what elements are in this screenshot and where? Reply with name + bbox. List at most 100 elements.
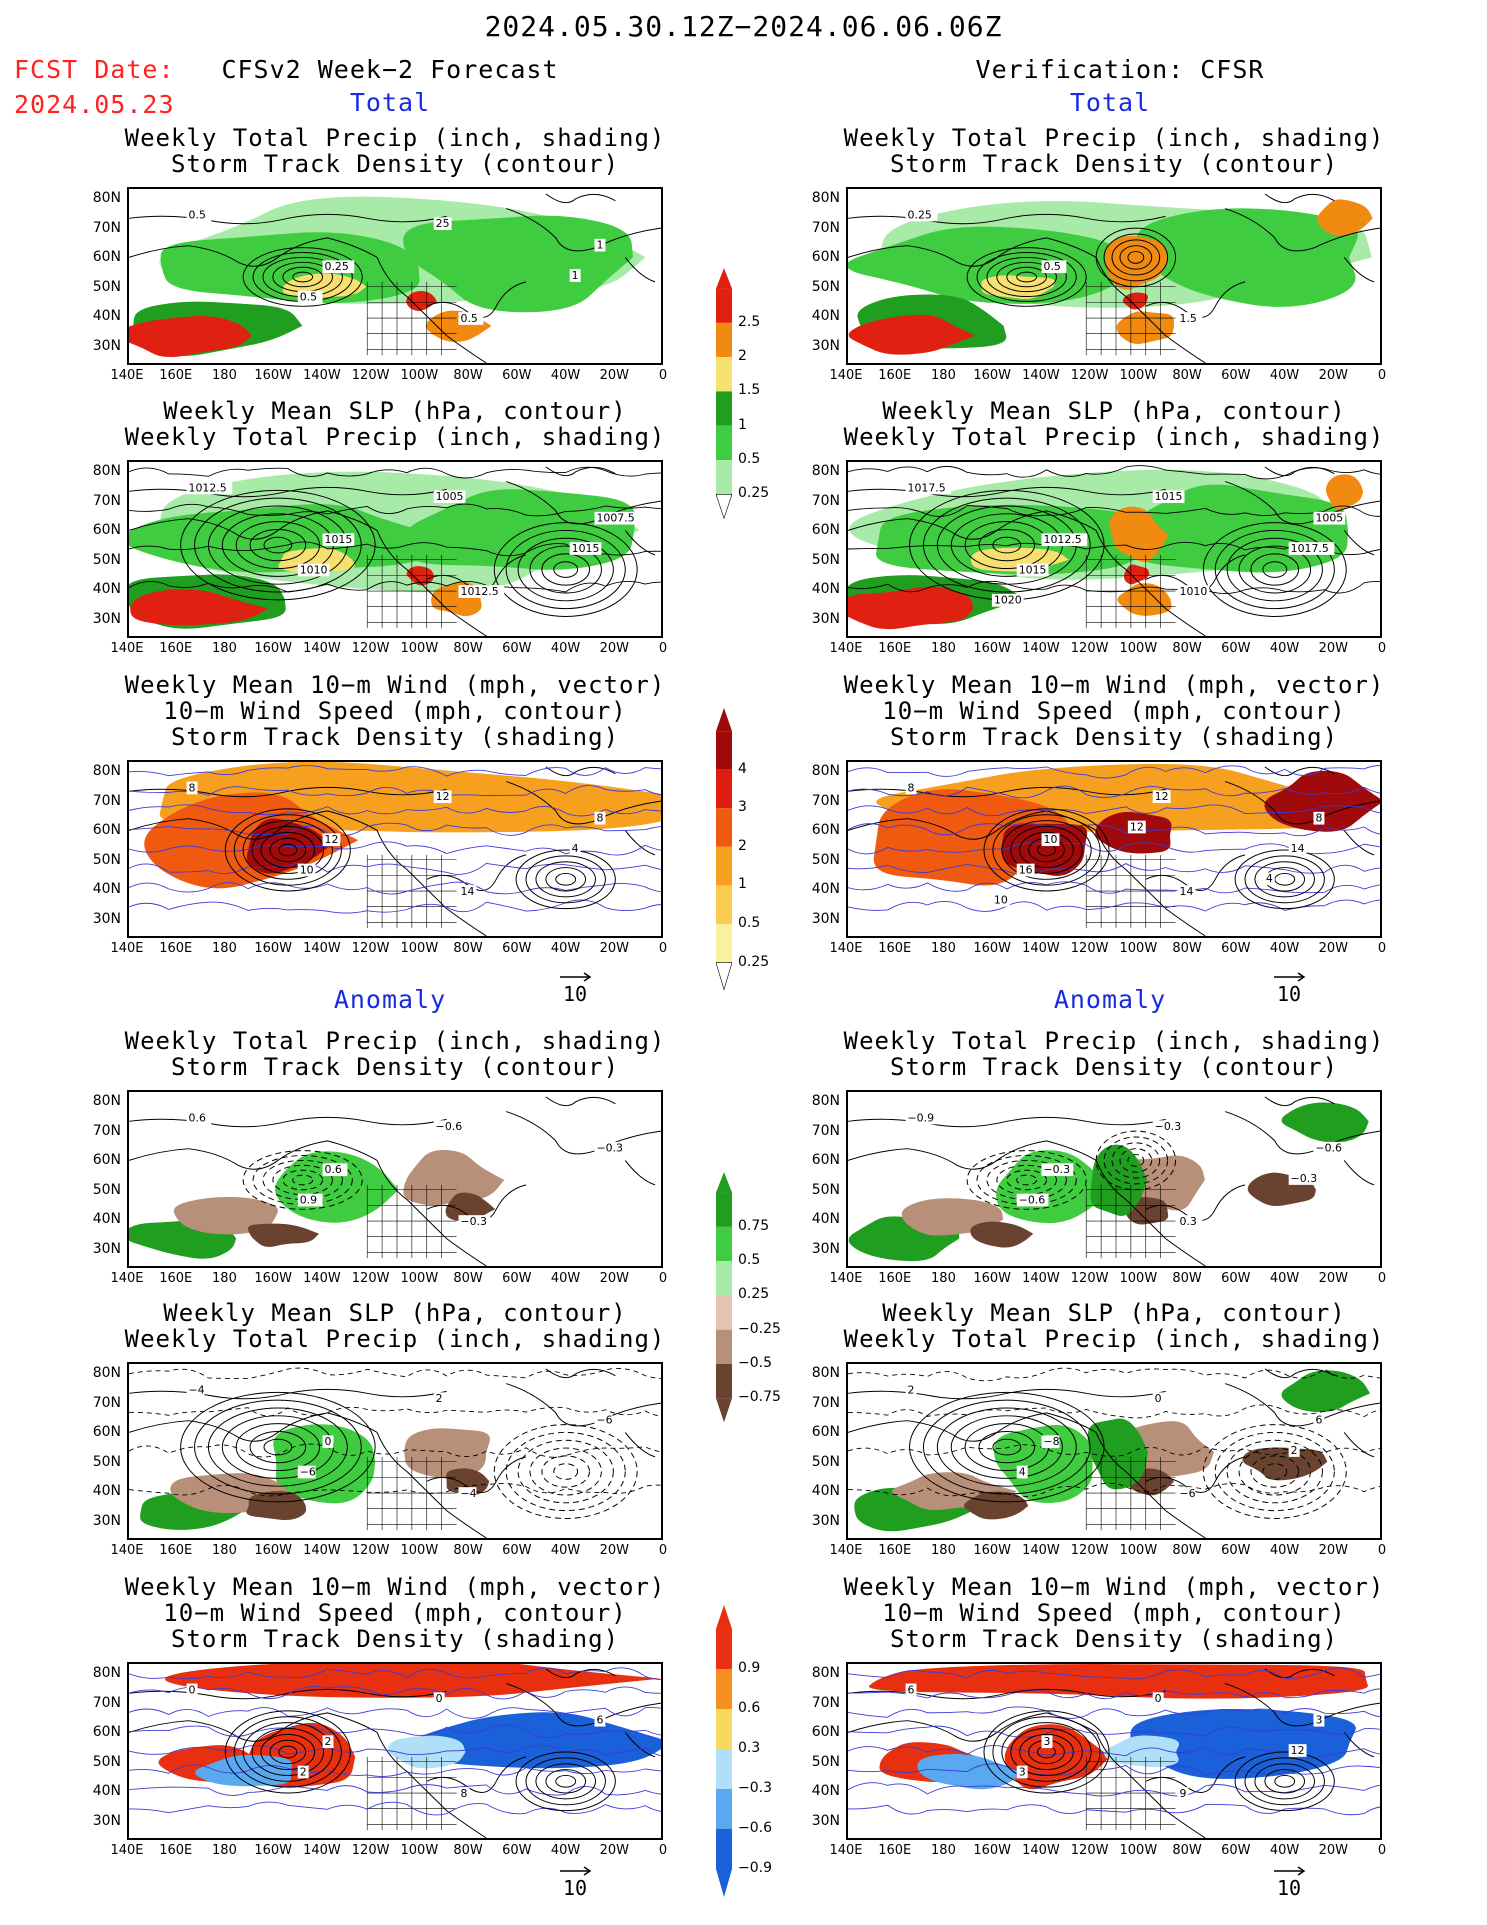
contour-label: 25 xyxy=(436,217,450,230)
colorbar-label: 0.75 xyxy=(738,1217,770,1234)
lon-tick-label: 120W xyxy=(1070,368,1109,383)
lat-tick-label: 50N xyxy=(92,851,121,868)
contour-label: 8 xyxy=(1315,812,1322,825)
lon-tick-label: 120W xyxy=(351,1543,390,1558)
lat-tick-label: 50N xyxy=(92,1181,121,1198)
contour-labels: 8 10 14 8 16 12 14 10 12 4 xyxy=(905,781,1325,907)
colorbar-swatch xyxy=(716,1669,732,1709)
colorbar-label: 1.5 xyxy=(738,382,761,399)
lon-tick-label: 100W xyxy=(400,941,439,956)
lat-tick-label: 30N xyxy=(92,337,121,354)
contour-label: −0.6 xyxy=(436,1120,463,1133)
storm-anom-positive xyxy=(165,1664,661,1698)
contour-label: 6 xyxy=(1315,1414,1322,1427)
colorbar-swatch xyxy=(716,1226,732,1262)
lon-tick-label: 180 xyxy=(212,1543,237,1558)
slp-contours xyxy=(129,1367,661,1497)
lon-tick-label: 100W xyxy=(1119,1843,1158,1858)
lon-tick-label: 140E xyxy=(110,641,144,656)
lon-tick-label: 100W xyxy=(400,368,439,383)
state-borders xyxy=(1085,1756,1176,1831)
colorbar-swatch xyxy=(716,425,732,460)
lon-tick-label: 40W xyxy=(550,368,581,383)
map-panel-fc-total-slp: 1012.5 1015 1012.5 1007.5 1010 1005 1015 xyxy=(127,460,663,638)
precip-shading-max xyxy=(1105,235,1168,290)
precip-shading-core xyxy=(406,291,437,311)
wind-speed-contours xyxy=(1234,849,1335,910)
precip-anom-negative xyxy=(173,1196,279,1235)
lon-tick-label: 160W xyxy=(973,1543,1011,1558)
lat-tick-label: 50N xyxy=(92,551,121,568)
lon-tick-label: 160W xyxy=(973,941,1011,956)
lon-tick-label: 160W xyxy=(973,641,1011,656)
map-panel-ver-anom-wind: 6 3 9 3 3 0 12 xyxy=(846,1662,1382,1840)
slp-contours-low xyxy=(909,1391,1105,1503)
lon-tick-label: 160E xyxy=(159,1543,193,1558)
state-borders xyxy=(366,854,457,929)
precip-anom-positive xyxy=(1281,1102,1369,1143)
contour-label: 1 xyxy=(572,269,579,282)
lon-tick-label: 60W xyxy=(1221,1843,1251,1858)
lon-tick-label: 140E xyxy=(829,1271,863,1286)
lat-tick-label: 60N xyxy=(92,822,121,838)
precip-shading-band xyxy=(981,275,1055,300)
lon-tick-label: 0 xyxy=(1377,1543,1387,1558)
lon-tick-label: 180 xyxy=(931,641,956,656)
lon-tick-label: 20W xyxy=(1318,1271,1348,1286)
contour-labels: 2 −8 −6 6 4 0 2 xyxy=(905,1383,1325,1500)
lon-tick-label: 20W xyxy=(599,641,629,656)
colorbar-label: −0.6 xyxy=(738,1820,772,1836)
contour-labels: 8 12 14 8 10 12 4 xyxy=(186,781,606,898)
colorbar-label: 0.25 xyxy=(738,953,770,970)
lat-tick-label: 80N xyxy=(811,1665,840,1681)
lon-tick-label: 0 xyxy=(1377,368,1387,383)
lat-tick-label: 30N xyxy=(92,1512,121,1529)
lon-tick-label: 40W xyxy=(1269,1271,1300,1286)
lat-tick-label: 60N xyxy=(92,1724,121,1740)
lon-tick-label: 40W xyxy=(1269,641,1300,656)
lon-tick-label: 40W xyxy=(1269,1843,1300,1858)
lon-tick-label: 160E xyxy=(159,641,193,656)
lon-tick-label: 180 xyxy=(212,1843,237,1858)
lon-tick-label: 140W xyxy=(1022,1843,1060,1858)
lon-tick-label: 160E xyxy=(878,1271,912,1286)
map-panel-fc-anom-slp: −4 0 −4 −6 −6 2 xyxy=(127,1362,663,1540)
colorbar-swatch xyxy=(716,808,732,847)
lat-tick-label: 60N xyxy=(92,249,121,265)
storm-track-contours xyxy=(1095,227,1177,288)
lon-tick-label: 80W xyxy=(1172,368,1202,383)
contour-label: 1015 xyxy=(1155,490,1183,503)
panel-title-fc-total-wind: Weekly Mean 10−m Wind (mph, vector) xyxy=(124,671,666,699)
contour-label: 2 xyxy=(1291,1444,1298,1457)
vector-ref-fc-total: 10 xyxy=(548,968,608,1008)
lon-tick-label: 160W xyxy=(254,1843,292,1858)
colorbar-label: 0.25 xyxy=(738,1286,770,1303)
contour-label: −0.6 xyxy=(1315,1142,1342,1155)
lon-tick-label: 80W xyxy=(1172,941,1202,956)
lat-tick-label: 60N xyxy=(811,822,840,838)
colorbar-label: 2.5 xyxy=(738,313,761,330)
colorbar-label: 0.5 xyxy=(738,451,761,467)
lon-tick-label: 140W xyxy=(303,1543,341,1558)
lon-tick-label: 140E xyxy=(829,368,863,383)
state-borders xyxy=(366,554,457,629)
colorbar-swatch xyxy=(716,357,732,392)
slp-contours xyxy=(848,1367,1380,1497)
lon-tick-label: 20W xyxy=(1318,941,1348,956)
contour-label: 1012.5 xyxy=(461,585,499,598)
map-plot: −4 0 −4 −6 −6 2 xyxy=(129,1367,661,1538)
colorbar-swatch xyxy=(716,1295,732,1330)
panel-title-ver-anom-precip: Storm Track Density (contour) xyxy=(889,1053,1339,1081)
contour-label: 1015 xyxy=(325,533,353,546)
lon-tick-label: 120W xyxy=(1070,941,1109,956)
map-panel-ver-total-wind: 8 10 14 8 16 12 14 10 12 4 xyxy=(846,760,1382,938)
lon-tick-label: 0 xyxy=(1377,641,1387,656)
panel-title-ver-total-wind: Weekly Mean 10−m Wind (mph, vector) xyxy=(843,671,1385,699)
lon-tick-label: 140W xyxy=(1022,941,1060,956)
storm-anom-positive xyxy=(868,1664,1368,1699)
contour-label: 8 xyxy=(189,781,196,794)
contour-label: 0.3 xyxy=(1180,1215,1197,1228)
lat-tick-label: 80N xyxy=(92,763,121,779)
lat-tick-label: 30N xyxy=(92,1812,121,1829)
contour-labels: 1017.5 1012.5 1010 1005 1015 1015 1017.5 1020 xyxy=(905,481,1346,607)
